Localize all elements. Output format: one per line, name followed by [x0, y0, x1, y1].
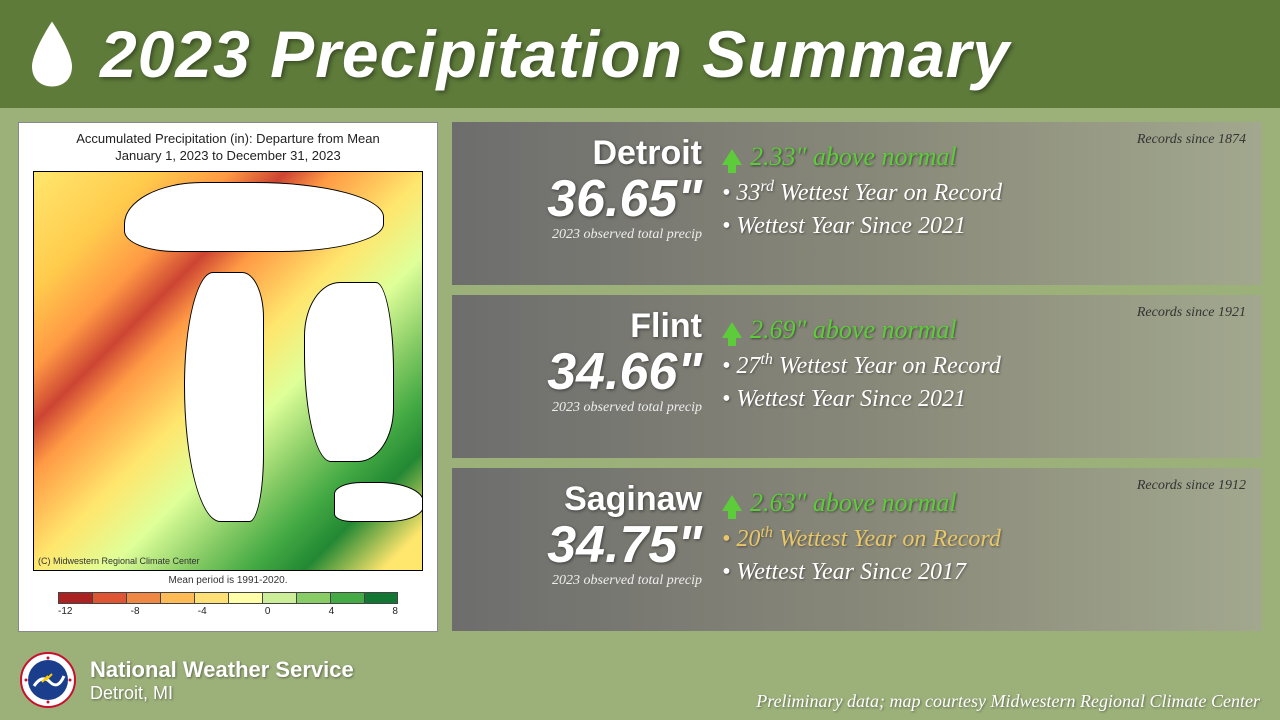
bullet-rank: • 27th Wettest Year on Record [722, 351, 1244, 380]
arrow-up-icon [722, 149, 742, 165]
map-colorbar-labels: -12 -8 -4 0 4 8 [58, 606, 398, 617]
droplet-icon [24, 18, 80, 90]
city-sub: 2023 observed total precip [452, 227, 702, 243]
arrow-up-icon [722, 495, 742, 511]
header-bar: 2023 Precipitation Summary [0, 0, 1280, 108]
footer-note: Preliminary data; map courtesy Midwester… [756, 691, 1260, 712]
content-area: Accumulated Precipitation (in): Departur… [0, 108, 1280, 632]
arrow-up-icon [722, 322, 742, 338]
colorbar-segment [296, 592, 330, 604]
map-title: Accumulated Precipitation (in): Departur… [23, 131, 433, 165]
above-text: 2.63" above normal [750, 488, 957, 518]
city-left: Saginaw 34.75" 2023 observed total preci… [452, 480, 712, 619]
footer-org: National Weather Service [90, 657, 354, 683]
above-text: 2.69" above normal [750, 315, 957, 345]
records-since: Records since 1874 [1137, 132, 1246, 148]
nws-logo-icon [20, 652, 76, 708]
map-copyright: (C) Midwestern Regional Climate Center [38, 556, 200, 566]
map-title-line1: Accumulated Precipitation (in): Departur… [76, 131, 379, 146]
lake-michigan-shape [184, 272, 264, 522]
map-period-note: Mean period is 1991-2020. [23, 575, 433, 586]
city-value: 36.65" [452, 169, 702, 229]
city-right: Records since 1912 2.63" above normal • … [712, 480, 1244, 619]
colorbar-segment [364, 592, 398, 604]
city-value: 34.75" [452, 515, 702, 575]
colorbar-segment [330, 592, 364, 604]
city-card: Saginaw 34.75" 2023 observed total preci… [452, 468, 1262, 631]
bullet-since: • Wettest Year Since 2021 [722, 386, 1244, 413]
colorbar-label: -8 [131, 606, 140, 617]
page-title: 2023 Precipitation Summary [100, 16, 1010, 92]
city-sub: 2023 observed total precip [452, 400, 702, 416]
map-visualization: (C) Midwestern Regional Climate Center [33, 171, 423, 571]
colorbar-label: -4 [198, 606, 207, 617]
colorbar-label: 8 [392, 606, 398, 617]
city-card: Detroit 36.65" 2023 observed total preci… [452, 122, 1262, 285]
colorbar-segment [126, 592, 160, 604]
city-value: 34.66" [452, 342, 702, 402]
city-sub: 2023 observed total precip [452, 573, 702, 589]
city-name: Saginaw [452, 480, 702, 519]
bullet-rank: • 33rd Wettest Year on Record [722, 178, 1244, 207]
footer-text-block: National Weather Service Detroit, MI [90, 657, 354, 704]
map-panel: Accumulated Precipitation (in): Departur… [18, 122, 438, 632]
records-since: Records since 1921 [1137, 305, 1246, 321]
lake-erie-shape [334, 482, 423, 522]
colorbar-segment [92, 592, 126, 604]
colorbar-segment [194, 592, 228, 604]
colorbar-segment [262, 592, 296, 604]
colorbar-segment [58, 592, 92, 604]
above-text: 2.33" above normal [750, 142, 957, 172]
colorbar-label: 4 [329, 606, 335, 617]
footer-location: Detroit, MI [90, 683, 354, 704]
colorbar-segment [160, 592, 194, 604]
city-right: Records since 1874 2.33" above normal • … [712, 134, 1244, 273]
records-since: Records since 1912 [1137, 478, 1246, 494]
colorbar-label: 0 [265, 606, 271, 617]
footer: National Weather Service Detroit, MI Pre… [0, 640, 1280, 720]
lake-huron-shape [304, 282, 394, 462]
city-name: Detroit [452, 134, 702, 173]
city-right: Records since 1921 2.69" above normal • … [712, 307, 1244, 446]
bullet-since: • Wettest Year Since 2017 [722, 559, 1244, 586]
city-panel: Detroit 36.65" 2023 observed total preci… [452, 122, 1262, 632]
city-name: Flint [452, 307, 702, 346]
map-colorbar [23, 592, 433, 604]
city-card: Flint 34.66" 2023 observed total precip … [452, 295, 1262, 458]
lake-superior-shape [124, 182, 384, 252]
colorbar-label: -12 [58, 606, 72, 617]
city-left: Detroit 36.65" 2023 observed total preci… [452, 134, 712, 273]
bullet-since: • Wettest Year Since 2021 [722, 213, 1244, 240]
map-title-line2: January 1, 2023 to December 31, 2023 [115, 148, 340, 163]
bullet-rank: • 20th Wettest Year on Record [722, 524, 1244, 553]
city-left: Flint 34.66" 2023 observed total precip [452, 307, 712, 446]
colorbar-segment [228, 592, 262, 604]
